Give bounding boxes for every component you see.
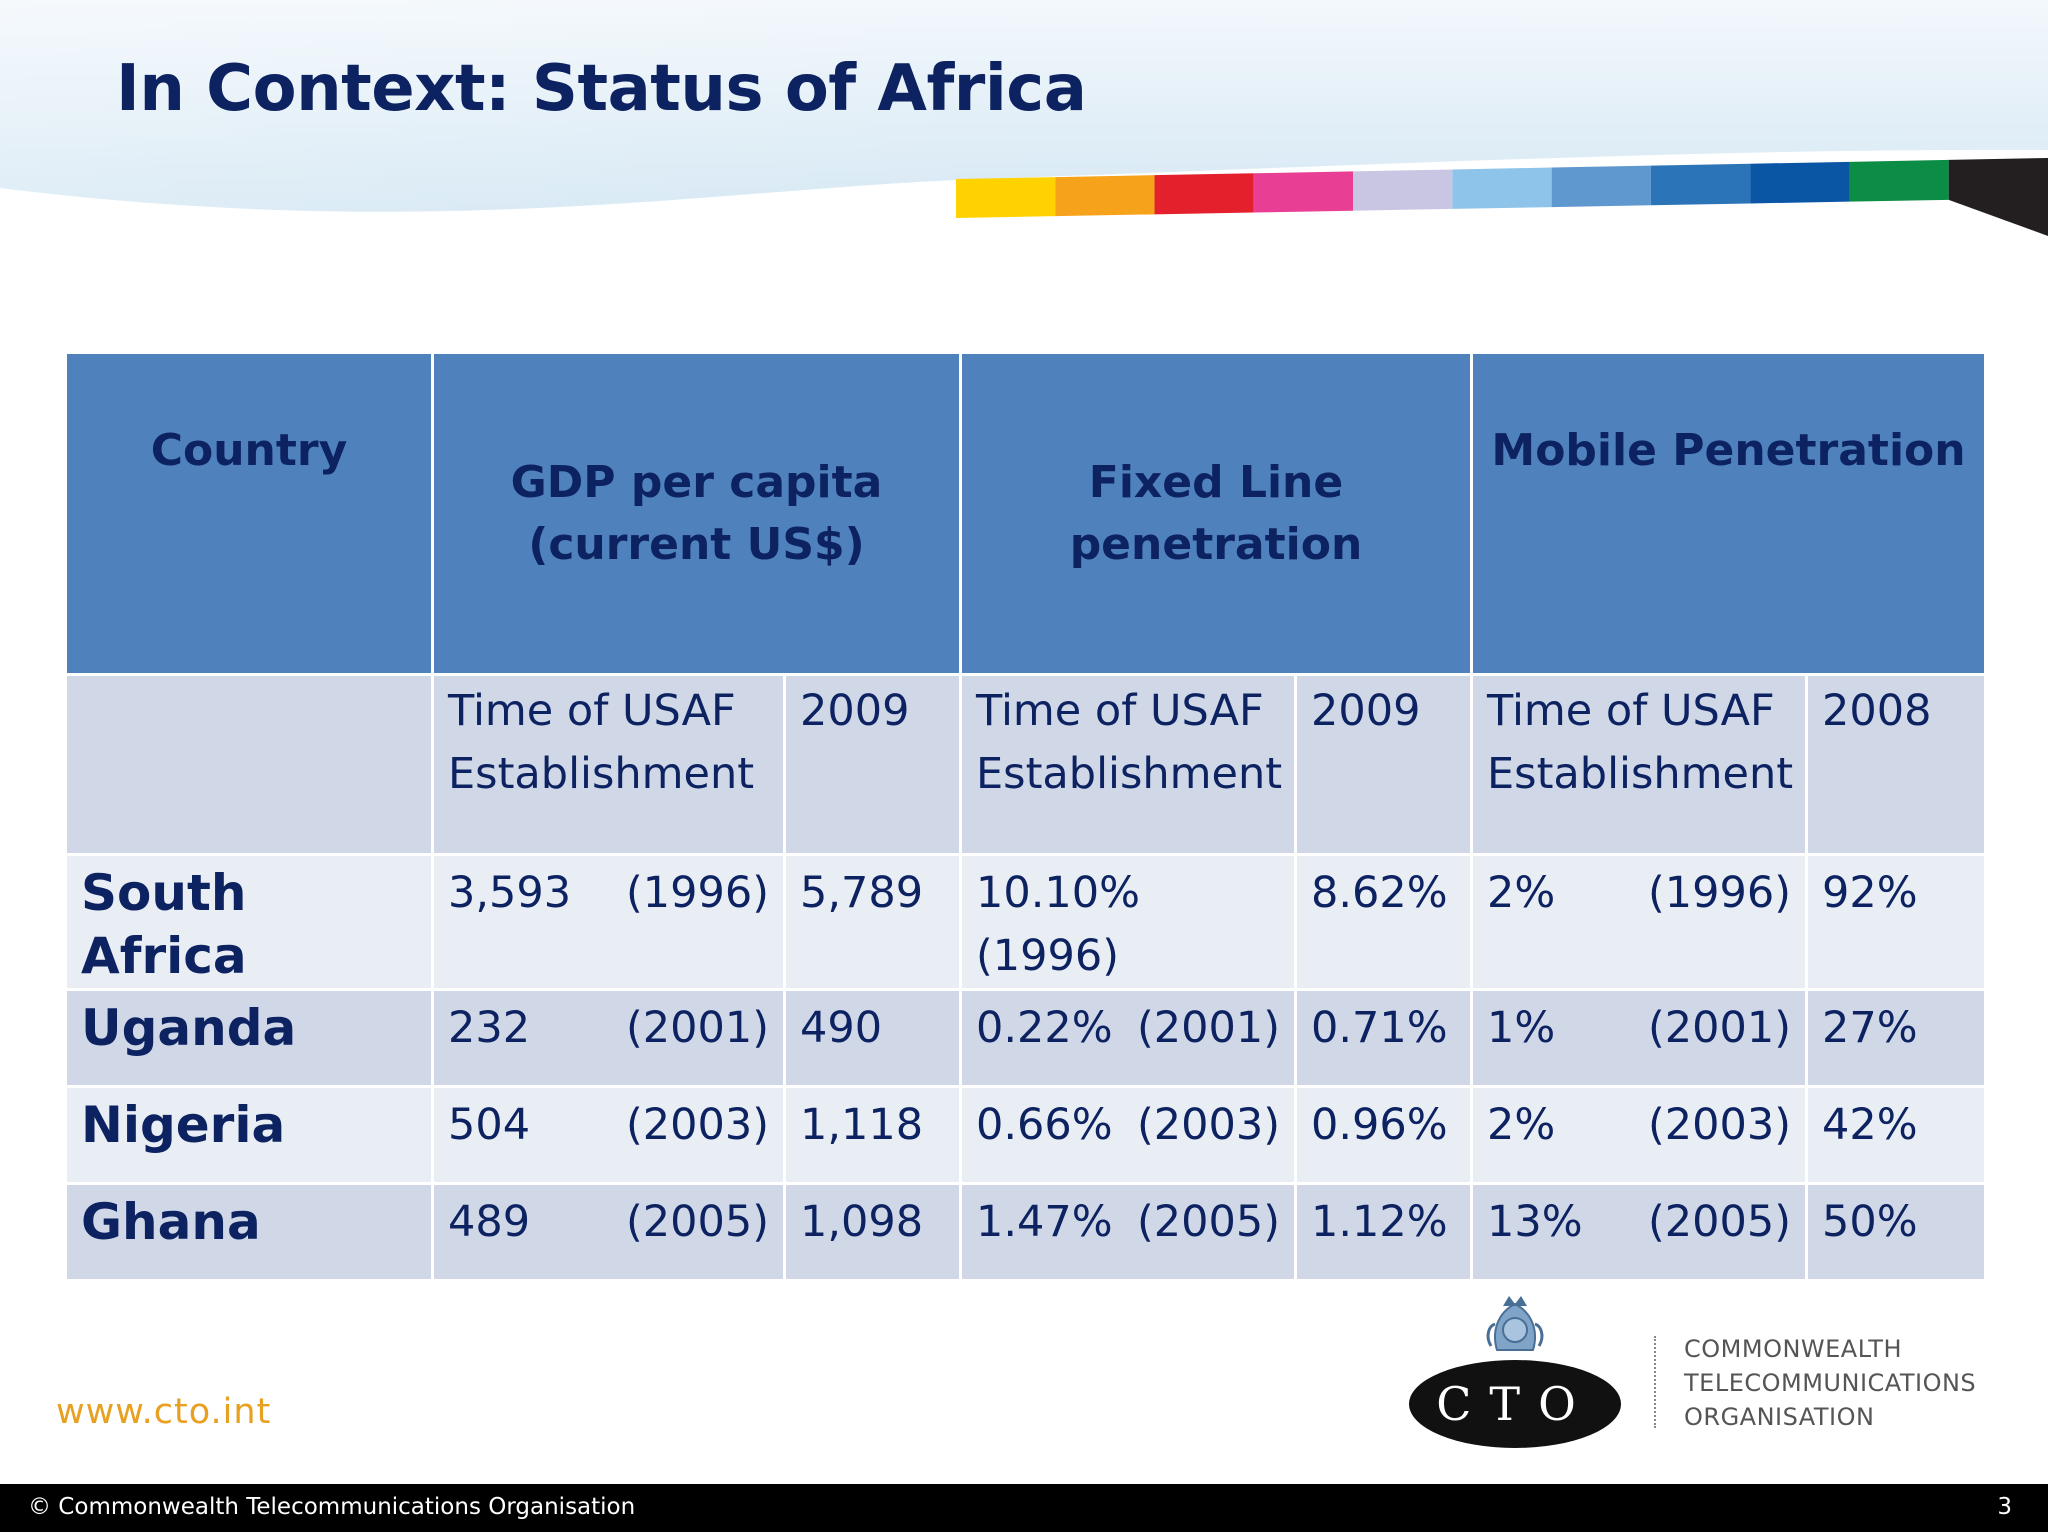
gdp-2009-cell: 1,118 [783, 1085, 962, 1185]
mobile-2008-cell: 92% [1805, 853, 1987, 991]
crest-icon [1486, 1296, 1544, 1351]
mobile-usaf-cell: 13% (2005) [1470, 1182, 1808, 1282]
header-country: Country [64, 351, 434, 676]
country-cell: Nigeria [64, 1085, 434, 1185]
color-bar-segment [1551, 165, 1651, 208]
subheader-mobile-usaf: Time of USAF Establishment [1470, 673, 1808, 856]
mobile-usaf-cell: 2% (2003) [1470, 1085, 1808, 1185]
subheader-gdp-year: 2009 [783, 673, 962, 856]
gdp-usaf-value: 489 [448, 1197, 531, 1247]
fixed-usaf-value: 1.47% [976, 1197, 1113, 1247]
subheader-mobile-year: 2008 [1805, 673, 1987, 856]
fixed-usaf-cell: 0.22% (2001) [959, 988, 1297, 1088]
mobile-usaf-cell: 2% (1996) [1470, 853, 1808, 991]
table-row: South Africa 3,593 (1996) 5,789 10.10% (19… [64, 853, 1987, 991]
color-bar-segment [1055, 175, 1155, 217]
fixed-usaf-year: (1996) [976, 931, 1119, 981]
mobile-usaf-cell: 1% (2001) [1470, 988, 1808, 1088]
subheader-gdp-usaf: Time of USAF Establishment [431, 673, 786, 856]
slide-title: In Context: Status of Africa [116, 52, 1087, 126]
mobile-usaf-year: (1996) [1648, 868, 1791, 918]
header-row: Country GDP per capita (current US$) Fix… [64, 351, 1987, 676]
header-mobile: Mobile Penetration [1470, 351, 1987, 676]
mobile-2008-cell: 27% [1805, 988, 1987, 1088]
mobile-usaf-value: 2% [1487, 868, 1556, 918]
gdp-2009-cell: 5,789 [783, 853, 962, 991]
fixed-usaf-value: 10.10% [976, 868, 1140, 918]
subheader-row: Time of USAF Establishment 2009 Time of … [64, 673, 1987, 856]
mobile-2008-cell: 50% [1805, 1182, 1987, 1282]
gdp-usaf-value: 504 [448, 1100, 531, 1150]
color-bar-segment [1849, 159, 1949, 202]
fixed-2009-cell: 0.71% [1294, 988, 1473, 1088]
country-cell: Ghana [64, 1182, 434, 1282]
fixed-usaf-cell: 10.10% (1996) [959, 853, 1297, 991]
org-name-line: TELECOMMUNICATIONS [1684, 1369, 1977, 1397]
mobile-usaf-year: (2001) [1648, 1003, 1791, 1053]
africa-status-table: Country GDP per capita (current US$) Fix… [64, 351, 1987, 1282]
header-fixed-line: Fixed Line penetration [959, 351, 1473, 676]
color-bar-segment [1154, 173, 1254, 215]
mobile-usaf-year: (2003) [1648, 1100, 1791, 1150]
color-bar-segment [1452, 167, 1552, 209]
gdp-usaf-cell: 504 (2003) [431, 1085, 786, 1185]
mobile-usaf-value: 2% [1487, 1100, 1556, 1150]
gdp-usaf-year: (2005) [626, 1197, 769, 1247]
gdp-usaf-cell: 232 (2001) [431, 988, 786, 1088]
gdp-2009-cell: 1,098 [783, 1182, 962, 1282]
country-cell: Uganda [64, 988, 434, 1088]
color-bar-segment [1750, 161, 1850, 204]
fixed-2009-cell: 1.12% [1294, 1182, 1473, 1282]
color-bar-segment [956, 177, 1056, 218]
fixed-usaf-value: 0.66% [976, 1100, 1113, 1150]
header-color-stripe [0, 0, 2048, 236]
footer-bar: © Commonwealth Telecommunications Organi… [0, 1484, 2048, 1532]
cto-logo: CTO [1409, 1296, 1621, 1448]
gdp-2009-cell: 490 [783, 988, 962, 1088]
fixed-usaf-year: (2003) [1137, 1100, 1280, 1150]
gdp-usaf-cell: 3,593 (1996) [431, 853, 786, 991]
fixed-2009-cell: 8.62% [1294, 853, 1473, 991]
subheader-fixed-usaf: Time of USAF Establishment [959, 673, 1297, 856]
table-row: Ghana 489 (2005) 1,098 1.47% (2005) 1.12% … [64, 1182, 1987, 1282]
country-cell: South Africa [64, 853, 434, 991]
gdp-usaf-cell: 489 (2005) [431, 1182, 786, 1282]
fixed-usaf-cell: 0.66% (2003) [959, 1085, 1297, 1185]
org-name-line: ORGANISATION [1684, 1403, 1875, 1431]
subheader-fixed-year: 2009 [1294, 673, 1473, 856]
color-bar-segment [1253, 171, 1354, 213]
gdp-usaf-value: 232 [448, 1003, 531, 1053]
color-bar-segment [1948, 158, 2048, 236]
org-name-line: COMMONWEALTH [1684, 1335, 1902, 1363]
mobile-usaf-year: (2005) [1648, 1197, 1791, 1247]
logo-divider [1654, 1336, 1656, 1428]
fixed-usaf-year: (2001) [1137, 1003, 1280, 1053]
mobile-usaf-value: 1% [1487, 1003, 1556, 1053]
organisation-name: COMMONWEALTH TELECOMMUNICATIONS ORGANISA… [1684, 1332, 1984, 1434]
footer-copyright: © Commonwealth Telecommunications Organi… [28, 1494, 636, 1520]
gdp-usaf-year: (2001) [626, 1003, 769, 1053]
fixed-2009-cell: 0.96% [1294, 1085, 1473, 1185]
table-row: Nigeria 504 (2003) 1,118 0.66% (2003) 0.96… [64, 1085, 1987, 1185]
gdp-usaf-value: 3,593 [448, 868, 572, 918]
fixed-usaf-year: (2005) [1137, 1197, 1280, 1247]
website-link[interactable]: www.cto.int [56, 1392, 272, 1432]
fixed-usaf-value: 0.22% [976, 1003, 1113, 1053]
mobile-2008-cell: 42% [1805, 1085, 1987, 1185]
header-gdp: GDP per capita (current US$) [431, 351, 962, 676]
mobile-usaf-value: 13% [1487, 1197, 1583, 1247]
logo-text: CTO [1436, 1377, 1594, 1431]
page-number: 3 [1997, 1494, 2012, 1520]
gdp-usaf-year: (2003) [626, 1100, 769, 1150]
table-row: Uganda 232 (2001) 490 0.22% (2001) 0.71% 1… [64, 988, 1987, 1088]
fixed-usaf-cell: 1.47% (2005) [959, 1182, 1297, 1282]
color-bar-segment [1650, 163, 1751, 206]
gdp-usaf-year: (1996) [626, 868, 769, 918]
color-bar-segment [1353, 169, 1453, 211]
subheader-empty [64, 673, 434, 856]
